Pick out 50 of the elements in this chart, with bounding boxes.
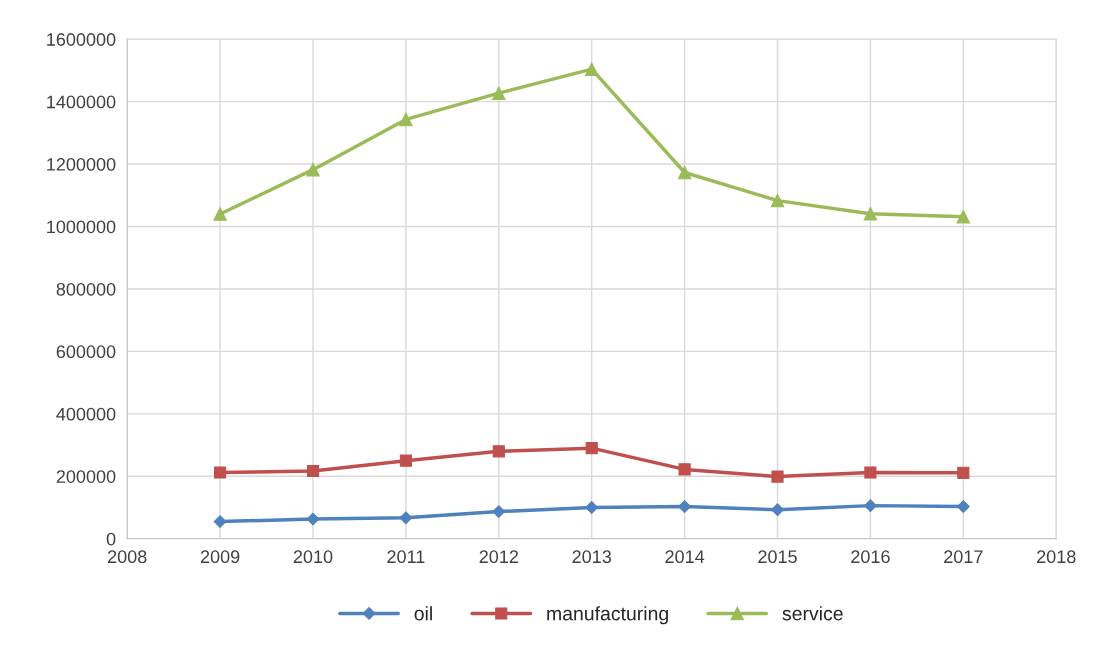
point [585,442,598,455]
x-tick-label: 2011 [387,550,425,564]
y-tick-label: 1200000 [47,158,116,171]
point [399,112,413,127]
x-tick-label: 2018 [1037,550,1076,564]
x-tick-label: 2012 [479,550,518,564]
point [584,62,599,76]
point [306,512,320,526]
point [771,503,784,517]
point [863,206,878,221]
point [957,466,970,479]
point [492,505,506,518]
y-tick-label: 1600000 [47,33,116,46]
x-tick-label: 2014 [665,550,705,564]
y-tick-label: 1400000 [47,95,116,109]
x-tick-label: 2009 [200,550,240,564]
y-tick-label: 400000 [56,407,116,421]
x-tick-label: 2017 [944,550,983,564]
point [399,511,413,525]
point [678,463,691,476]
point [306,162,320,177]
point [399,454,412,467]
point [771,470,784,483]
point [864,499,877,513]
point [306,464,320,478]
x-tick-label: 2010 [293,550,333,564]
y-tick-label: 0 [106,532,116,546]
point [956,210,971,224]
point [864,466,877,479]
legend-label: oil [414,606,432,621]
point [213,207,227,221]
point [585,501,599,514]
point [770,193,785,208]
point [492,86,506,100]
x-tick-label: 2015 [758,550,797,564]
point [956,500,970,513]
x-tick-label: 2008 [108,550,147,564]
legend-label: manufacturing [547,606,668,625]
y-tick-label: 200000 [56,470,116,483]
point [677,165,692,180]
y-tick-label: 1000000 [47,220,116,234]
y-tick-label: 800000 [56,282,116,296]
legend-label: service [782,606,843,621]
y-tick-label: 600000 [56,345,116,359]
point [678,500,692,513]
point [492,445,505,458]
x-tick-label: 2016 [851,550,890,564]
x-tick-label: 2013 [572,550,611,564]
point [214,466,227,479]
point [213,515,227,528]
